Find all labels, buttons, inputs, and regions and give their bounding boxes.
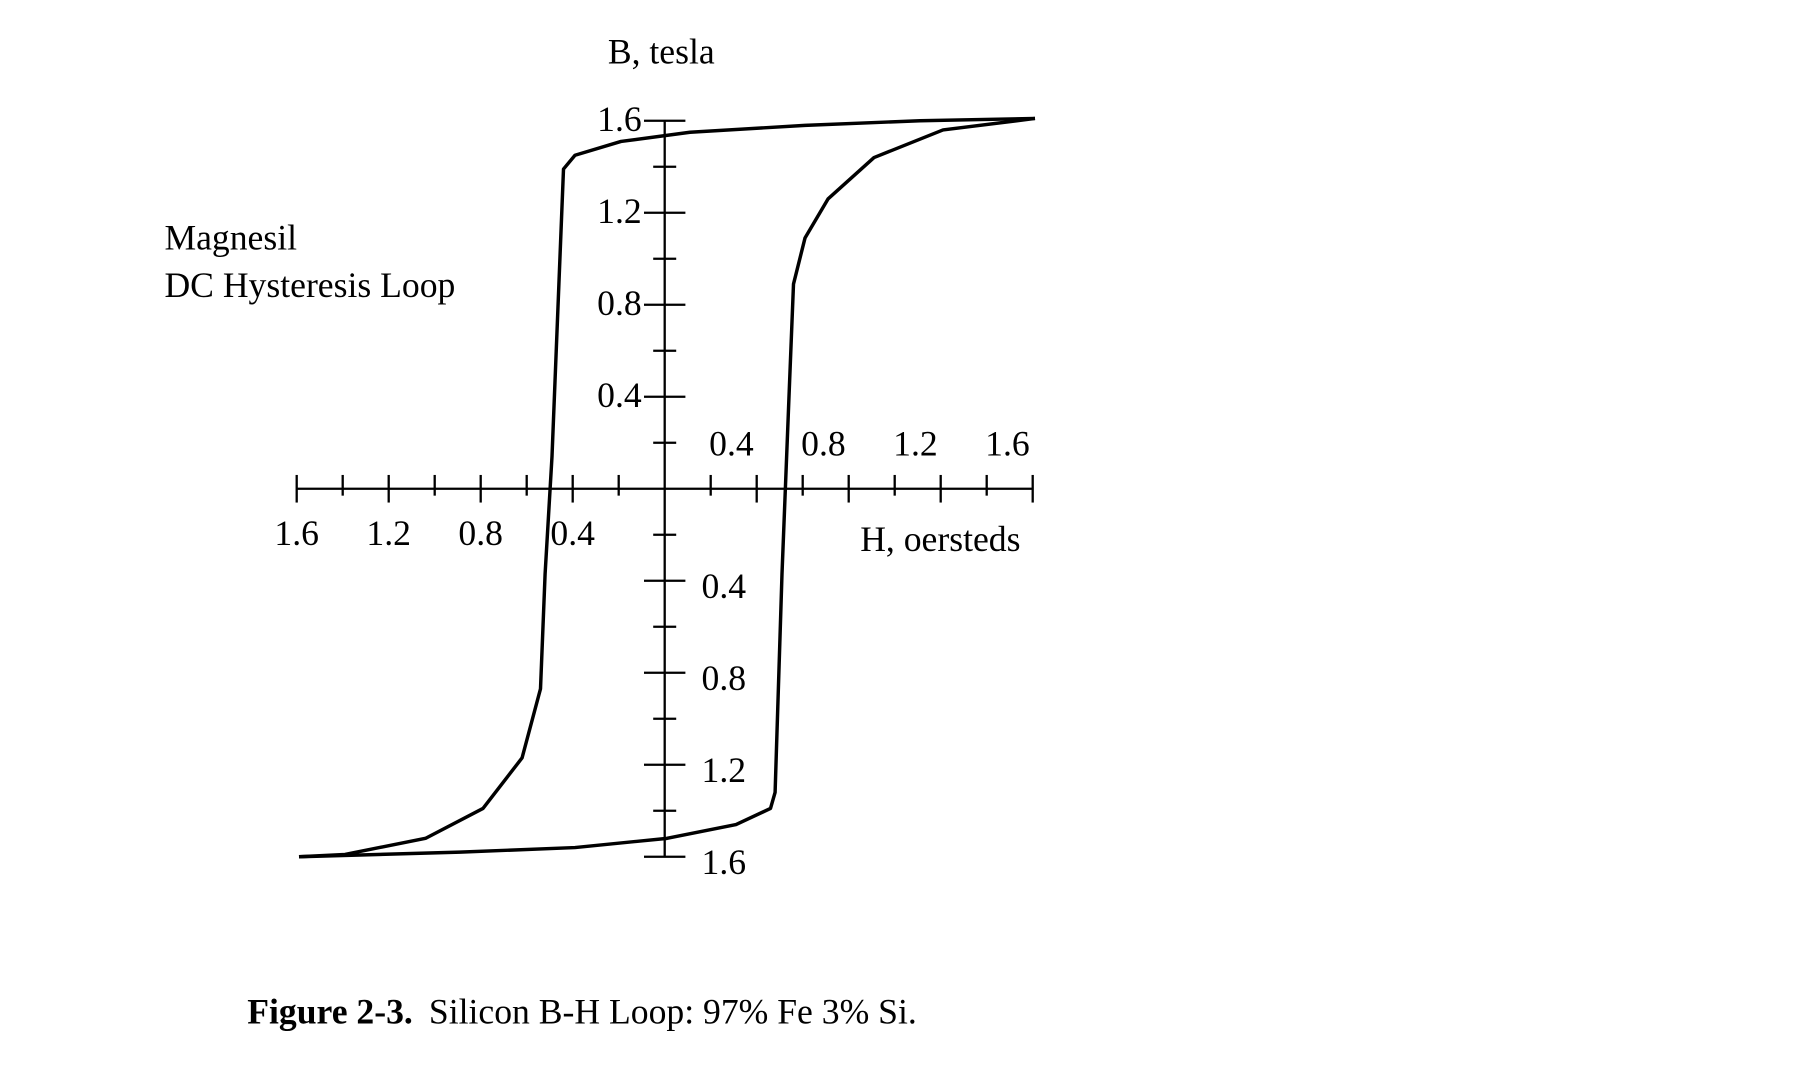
annotation: DC Hysteresis Loop <box>164 265 455 305</box>
x-tick-label: 0.8 <box>458 513 503 553</box>
y-tick-label: 1.2 <box>702 750 747 790</box>
caption-text: Silicon B-H Loop: 97% Fe 3% Si. <box>429 992 917 1032</box>
x-tick-label: 1.6 <box>985 424 1030 464</box>
y-tick-label: 1.6 <box>597 99 642 139</box>
y-axis-label: B, tesla <box>608 31 715 71</box>
loop-branch <box>298 116 1036 859</box>
loop-branch <box>298 116 1036 859</box>
x-tick-label: 0.4 <box>709 424 754 464</box>
x-tick-label: 0.4 <box>550 513 595 553</box>
x-tick-label: 0.8 <box>801 424 846 464</box>
x-tick-label: 1.2 <box>893 424 938 464</box>
caption: Figure 2-3. Silicon B-H Loop: 97% Fe 3% S… <box>247 992 917 1032</box>
caption-label: Figure 2-3. <box>247 992 413 1032</box>
annotation: Magnesil <box>164 218 297 258</box>
y-tick-label: 1.6 <box>702 842 747 882</box>
y-tick-label: 1.2 <box>597 191 642 231</box>
y-tick-label: 0.8 <box>597 283 642 323</box>
x-axis-label: H, oersteds <box>860 519 1020 559</box>
y-tick-label: 0.4 <box>597 375 642 415</box>
x-tick-label: 1.6 <box>274 513 319 553</box>
y-tick-label: 0.8 <box>702 658 747 698</box>
y-tick-label: 0.4 <box>702 566 747 606</box>
x-tick-label: 1.2 <box>366 513 411 553</box>
